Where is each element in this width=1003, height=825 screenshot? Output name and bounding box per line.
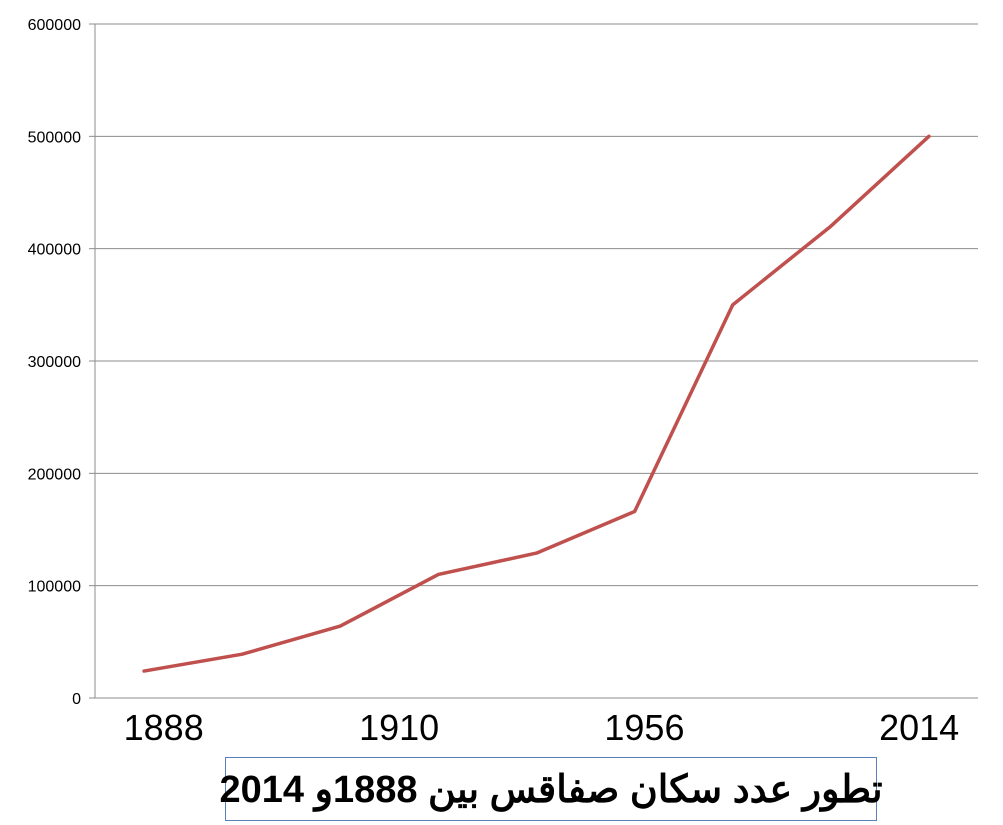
y-tick-labels: 0 100000 200000 300000 400000 500000 600000	[28, 17, 81, 708]
x-tick-label: 1956	[604, 707, 684, 748]
y-tick-label: 0	[72, 691, 81, 708]
y-tick-label: 400000	[28, 242, 81, 259]
x-tick-label: 1910	[359, 707, 439, 748]
y-tick-label: 200000	[28, 466, 81, 483]
x-tick-labels: 1888 1910 1956 2014	[124, 707, 960, 748]
y-tick-label: 500000	[28, 129, 81, 146]
y-tick-label: 600000	[28, 17, 81, 34]
y-tick-label: 300000	[28, 354, 81, 371]
grid-lines	[95, 23, 978, 587]
axes	[89, 23, 978, 699]
series-group	[142, 134, 931, 673]
series-line-0	[142, 134, 931, 673]
chart-title-box: تطور عدد سكان صفاقس بين 1888و 2014	[219, 757, 883, 821]
x-tick-label: 1888	[124, 707, 204, 748]
chart-title: تطور عدد سكان صفاقس بين 1888و 2014	[219, 768, 883, 811]
y-tick-label: 100000	[28, 579, 81, 596]
x-tick-label: 2014	[879, 707, 959, 748]
